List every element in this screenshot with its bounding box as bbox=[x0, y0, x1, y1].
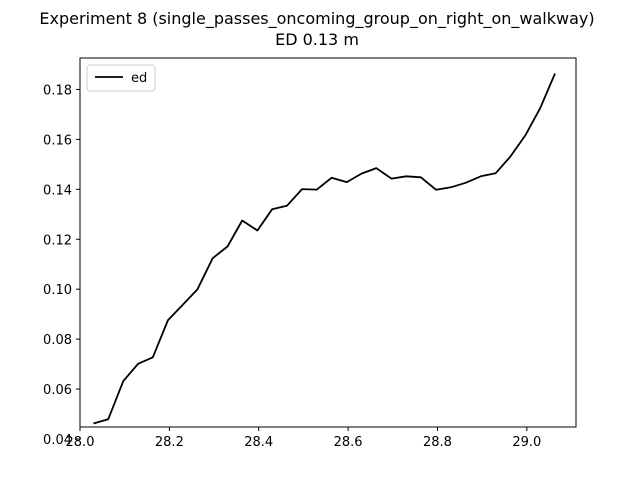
y-axis-ticks: 0.04 0.06 0.08 0.10 0.12 0.14 0.16 0.18 bbox=[43, 83, 80, 448]
y-tick-label: 0.10 bbox=[43, 283, 72, 298]
y-tick-label: 0.16 bbox=[43, 133, 72, 148]
x-axis-ticks: 28.0 28.2 28.4 28.6 28.8 29.0 bbox=[66, 427, 541, 450]
y-tick-label: 0.12 bbox=[43, 233, 72, 248]
chart-subtitle: ED 0.13 m bbox=[275, 30, 359, 49]
y-tick-label: 0.06 bbox=[43, 383, 72, 398]
x-tick-label: 28.2 bbox=[155, 435, 184, 450]
x-tick-label: 28.6 bbox=[334, 435, 363, 450]
chart-title: Experiment 8 (single_passes_oncoming_gro… bbox=[39, 9, 594, 29]
plot-area bbox=[80, 58, 576, 427]
legend-label-ed: ed bbox=[131, 71, 147, 86]
y-tick-label: 0.04 bbox=[43, 433, 72, 448]
x-tick-label: 28.8 bbox=[423, 435, 452, 450]
series-line-ed bbox=[93, 73, 556, 425]
legend-box bbox=[86, 64, 156, 92]
x-tick-label: 29.0 bbox=[512, 435, 541, 450]
x-tick-label: 28.4 bbox=[244, 435, 273, 450]
plot-frame bbox=[79, 57, 577, 428]
y-tick-label: 0.14 bbox=[43, 183, 72, 198]
legend: ed bbox=[86, 64, 156, 92]
y-tick-label: 0.08 bbox=[43, 333, 72, 348]
y-tick-label: 0.18 bbox=[43, 83, 72, 98]
x-tick-label: 28.0 bbox=[66, 435, 95, 450]
